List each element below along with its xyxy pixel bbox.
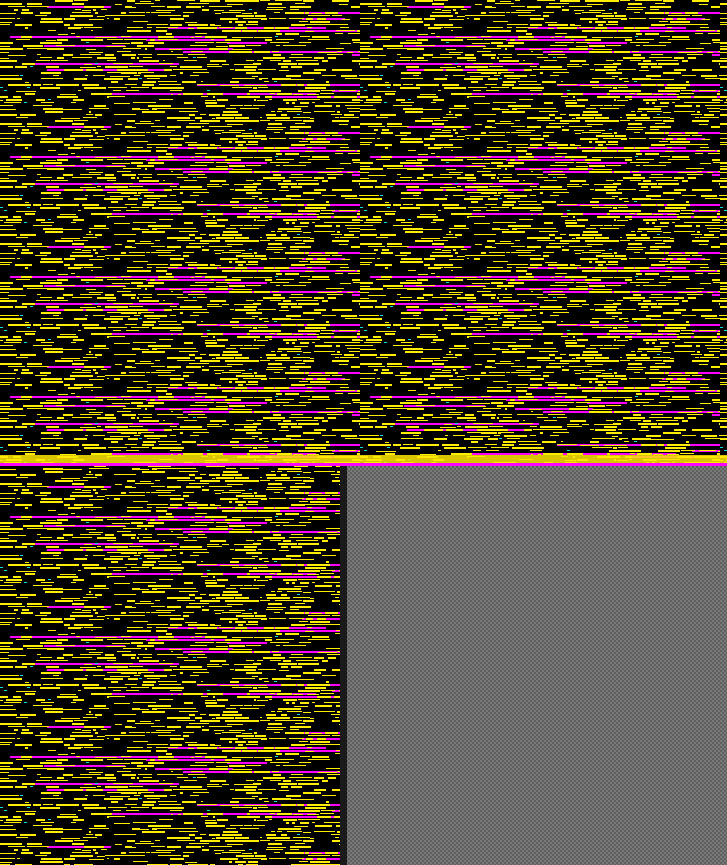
- pane-divider: [340, 466, 347, 865]
- noise-band: [0, 463, 727, 466]
- page: {} (() => { JSON.parse(document.getEleme…: [0, 0, 727, 865]
- gray-pane: [347, 466, 727, 865]
- glitched-screen: [0, 0, 727, 865]
- noise-band: [0, 455, 727, 463]
